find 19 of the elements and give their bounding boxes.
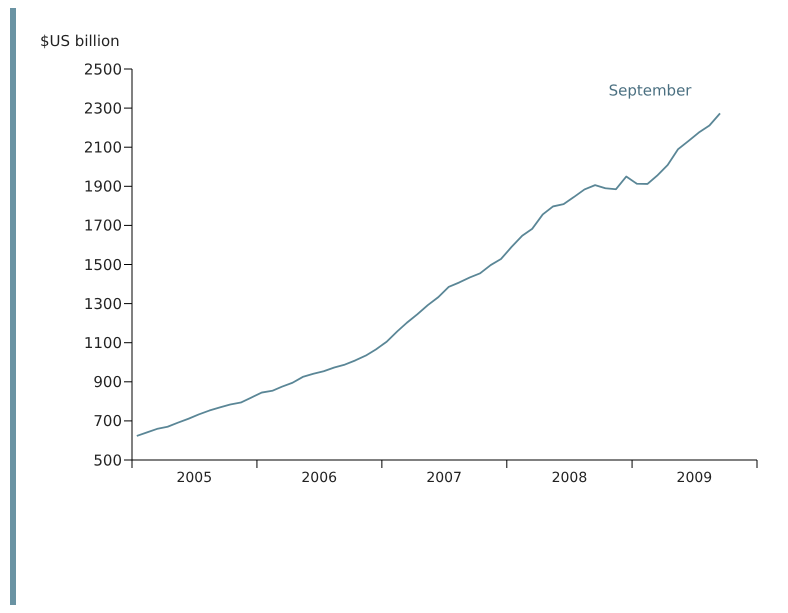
y-tick-label: 500: [93, 451, 122, 470]
y-tick-label: 1100: [84, 334, 122, 352]
x-tick-label: 2009: [676, 470, 712, 486]
x-tick-label: 2005: [176, 470, 212, 486]
x-tick-label: 2008: [552, 470, 588, 486]
y-tick-label: 1700: [84, 216, 122, 235]
y-tick-label: 2100: [84, 138, 122, 157]
y-axis-title: $US billion: [40, 32, 120, 50]
y-tick-label: 2500: [84, 60, 122, 78]
y-tick-label: 700: [93, 412, 122, 430]
line-series: [136, 112, 721, 437]
y-tick-label: 1900: [84, 178, 122, 196]
y-tick-label: 2300: [84, 99, 122, 118]
y-tick-label: 1300: [84, 294, 122, 313]
x-tick-label: 2007: [426, 470, 462, 486]
y-tick-label: 900: [93, 373, 122, 392]
x-tick-label: 2006: [301, 470, 338, 486]
annotation: September: [608, 81, 692, 100]
y-tick-label: 1500: [84, 256, 122, 274]
